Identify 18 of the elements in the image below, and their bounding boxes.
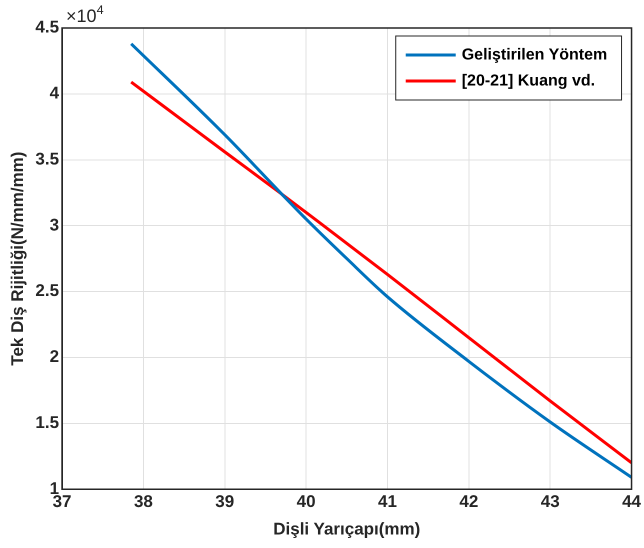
x-tick-label: 40 (296, 492, 316, 512)
y-tick-label: 4 (50, 84, 60, 103)
x-tick-label: 39 (215, 492, 234, 512)
x-tick-label: 41 (378, 492, 397, 512)
legend-label: [20-21] Kuang vd. (462, 72, 596, 90)
y-tick-label: 3.5 (35, 149, 60, 168)
y-tick-label: 2.5 (35, 281, 60, 300)
x-tick-label: 44 (622, 492, 642, 512)
y-tick-label: 1.5 (35, 413, 60, 432)
x-axis-title: Dişli Yarıçapı(mm) (273, 519, 420, 538)
legend-label: Geliştirilen Yöntem (462, 46, 608, 64)
y-tick-label: 2 (50, 347, 60, 366)
x-tick-label: 42 (459, 492, 478, 512)
x-tick-label: 43 (540, 492, 560, 512)
y-axis-title: Tek Diş Rijitliği(N/mm/mm) (8, 152, 27, 366)
y-tick-label: 3 (50, 215, 60, 234)
y-tick-label: 4.5 (35, 18, 60, 37)
x-tick-label: 38 (134, 492, 153, 512)
